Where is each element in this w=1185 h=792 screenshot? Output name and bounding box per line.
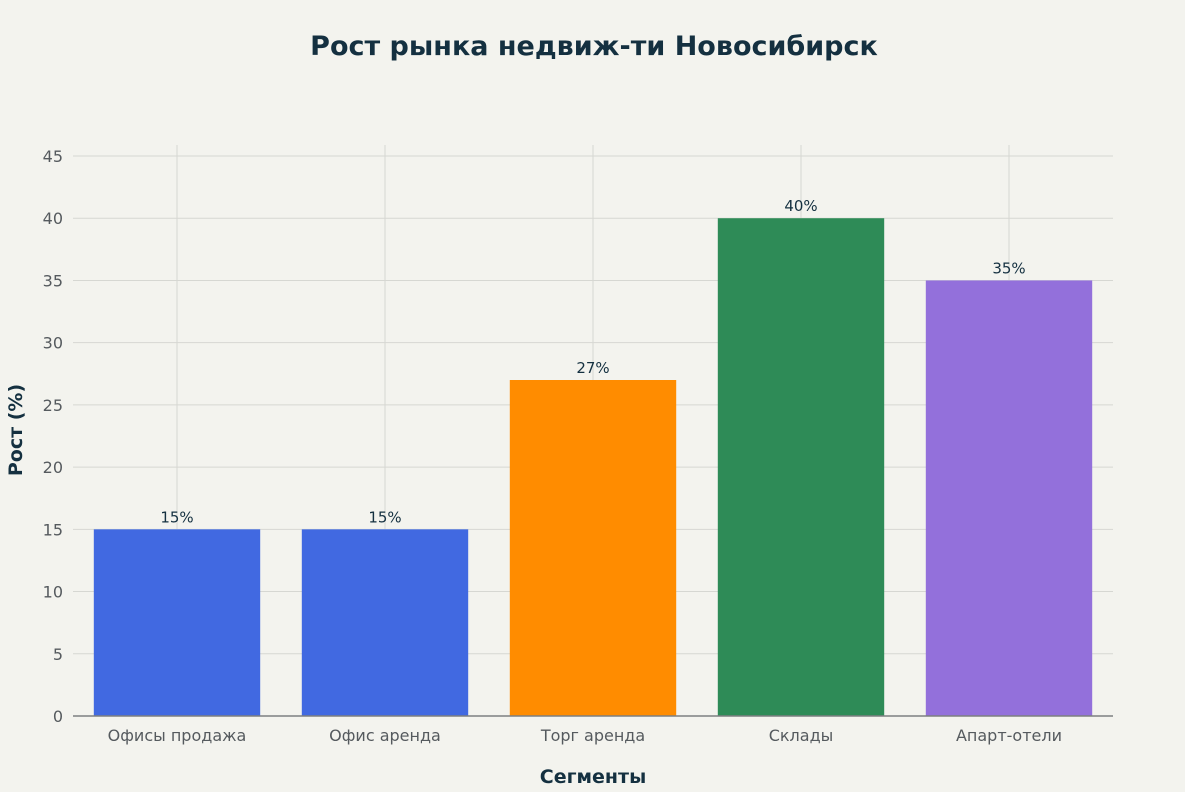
y-axis-title: Рост (%) [5, 384, 27, 476]
x-tick-label: Офисы продажа [108, 726, 247, 745]
y-tick-label: 30 [43, 334, 63, 353]
data-label: 27% [576, 359, 609, 377]
bar [717, 218, 885, 716]
x-axis-title: Сегменты [540, 766, 647, 788]
bar [925, 280, 1093, 716]
y-tick-label: 20 [43, 458, 63, 477]
y-tick-label: 15 [43, 520, 63, 539]
y-tick-label: 25 [43, 396, 63, 415]
y-tick-label: 35 [43, 271, 63, 290]
y-tick-label: 10 [43, 583, 63, 602]
y-tick-label: 0 [53, 707, 63, 726]
data-label: 35% [992, 259, 1025, 277]
x-tick-label: Апарт-отели [956, 726, 1062, 745]
bar [301, 529, 469, 716]
bar [93, 529, 261, 716]
data-label: 15% [160, 508, 193, 526]
y-tick-label: 45 [43, 147, 63, 166]
bar [509, 380, 677, 716]
y-axis-ticks: 0 5 10 15 20 25 30 35 40 45 [43, 147, 63, 726]
bars [93, 218, 1093, 716]
x-axis-ticks: Офисы продажа Офис аренда Торг аренда Склад… [108, 726, 1062, 745]
data-labels: 15% 15% 27% 40% 35% [160, 197, 1025, 526]
x-tick-label: Торг аренда [540, 726, 645, 745]
x-tick-label: Склады [769, 726, 834, 745]
x-tick-label: Офис аренда [329, 726, 441, 745]
chart-title: Рост рынка недвиж-ти Новосибирск [310, 31, 878, 62]
data-label: 15% [368, 508, 401, 526]
y-tick-label: 40 [43, 209, 63, 228]
data-label: 40% [784, 197, 817, 215]
y-tick-label: 5 [53, 645, 63, 664]
